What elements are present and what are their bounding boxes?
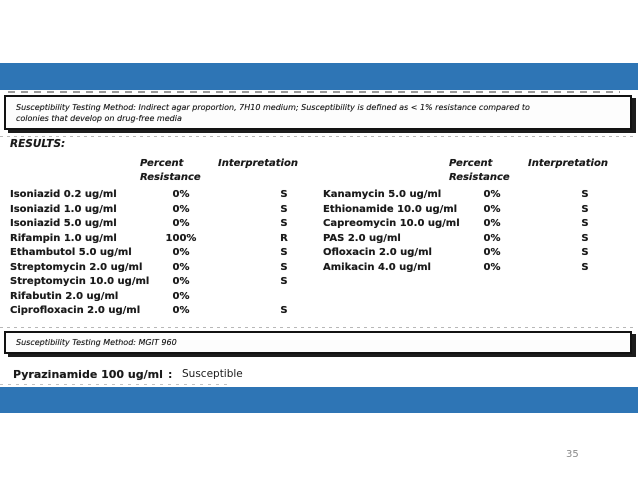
interpretation-value: R <box>280 232 288 244</box>
table-row: Capreomycin 10.0 ug/ml 0% S <box>323 218 615 233</box>
drug-name: Isoniazid 0.2 ug/ml <box>10 189 117 200</box>
drug-name: Ethambutol 5.0 ug/ml <box>10 247 132 258</box>
table-row: Rifabutin 2.0 ug/ml 0% <box>10 291 314 306</box>
table-row: Streptomycin 10.0 ug/ml 0% S <box>10 276 314 291</box>
drug-name: Ciprofloxacin 2.0 ug/ml <box>10 305 141 316</box>
top-accent-bar <box>0 63 638 90</box>
percent-resistance-header: Percent Resistance <box>140 157 201 184</box>
percent-header-line2: Resistance <box>449 171 510 183</box>
interpretation-header: Interpretation <box>528 158 608 169</box>
colon-separator: : <box>168 368 173 381</box>
interpretation-value: S <box>280 261 288 273</box>
scan-artifact-line <box>0 327 636 328</box>
percent-resistance-header: Percent Resistance <box>449 157 510 184</box>
percent-header-line1: Percent <box>140 158 184 169</box>
table-row: Streptomycin 2.0 ug/ml 0% S <box>10 262 314 277</box>
first-line-drugs-table: Isoniazid 0.2 ug/ml 0% S Isoniazid 1.0 u… <box>10 189 314 320</box>
percent-header-line1: Percent <box>449 158 493 169</box>
method-box-agar-line2: colonies that develop on drug-free media <box>16 114 182 123</box>
percent-resistance-value: 0% <box>172 305 190 316</box>
percent-resistance-value: 0% <box>172 261 190 273</box>
table-row: Isoniazid 0.2 ug/ml 0% S <box>10 189 314 204</box>
interpretation-value: S <box>280 276 288 287</box>
percent-resistance-value: 0% <box>172 189 190 200</box>
percent-resistance-value: 0% <box>483 261 501 273</box>
pyrazinamide-label: Pyrazinamide 100 ug/ml <box>13 368 163 381</box>
drug-name: Rifabutin 2.0 ug/ml <box>10 290 119 302</box>
interpretation-value: S <box>581 232 589 244</box>
interpretation-value: S <box>280 203 288 215</box>
drug-name: Ofloxacin 2.0 ug/ml <box>323 247 432 258</box>
results-heading: RESULTS: <box>10 138 66 150</box>
method-box-agar: Susceptibility Testing Method: Indirect … <box>4 95 632 130</box>
interpretation-value: S <box>581 189 589 200</box>
interpretation-value: S <box>280 305 288 316</box>
table-row: Ciprofloxacin 2.0 ug/ml 0% S <box>10 305 314 320</box>
percent-resistance-value: 0% <box>172 276 190 287</box>
scan-artifact-line <box>0 384 230 385</box>
percent-resistance-value: 0% <box>172 203 190 215</box>
drug-name: Amikacin 4.0 ug/ml <box>323 261 431 273</box>
method-box-mgit-text: Susceptibility Testing Method: MGIT 960 <box>16 338 177 347</box>
percent-resistance-value: 0% <box>483 189 501 200</box>
method-box-mgit: Susceptibility Testing Method: MGIT 960 <box>4 331 632 354</box>
table-row: Amikacin 4.0 ug/ml 0% S <box>323 262 615 277</box>
page-number: 35 <box>566 449 579 460</box>
drug-name: Streptomycin 2.0 ug/ml <box>10 261 143 273</box>
table-row: Isoniazid 5.0 ug/ml 0% S <box>10 218 314 233</box>
percent-resistance-value: 0% <box>483 203 501 215</box>
drug-name: Streptomycin 10.0 ug/ml <box>10 276 150 287</box>
percent-resistance-value: 100% <box>165 232 197 244</box>
percent-resistance-value: 0% <box>483 247 501 258</box>
percent-header-line2: Resistance <box>140 171 201 183</box>
drug-name: Capreomycin 10.0 ug/ml <box>323 218 460 229</box>
bottom-accent-bar <box>0 387 638 413</box>
drug-name: PAS 2.0 ug/ml <box>323 232 401 244</box>
table-row: Ofloxacin 2.0 ug/ml 0% S <box>323 247 615 262</box>
table-row: Kanamycin 5.0 ug/ml 0% S <box>323 189 615 204</box>
table-row: PAS 2.0 ug/ml 0% S <box>323 233 615 248</box>
drug-name: Rifampin 1.0 ug/ml <box>10 232 117 244</box>
pyrazinamide-result-line: Pyrazinamide 100 ug/ml : Susceptible <box>0 368 638 384</box>
second-line-drugs-table: Kanamycin 5.0 ug/ml 0% S Ethionamide 10.… <box>323 189 615 276</box>
interpretation-value: S <box>581 261 589 273</box>
interpretation-header: Interpretation <box>218 158 298 169</box>
drug-name: Kanamycin 5.0 ug/ml <box>323 189 442 200</box>
interpretation-value: S <box>581 203 589 215</box>
interpretation-value: S <box>280 189 288 200</box>
scan-artifact-line <box>0 136 636 137</box>
percent-resistance-value: 0% <box>172 290 190 302</box>
interpretation-value: S <box>280 218 288 229</box>
drug-name: Isoniazid 1.0 ug/ml <box>10 203 117 215</box>
drug-name: Isoniazid 5.0 ug/ml <box>10 218 117 229</box>
table-row: Ethionamide 10.0 ug/ml 0% S <box>323 204 615 219</box>
interpretation-value: S <box>581 218 589 229</box>
pyrazinamide-result: Susceptible <box>182 368 243 380</box>
interpretation-value: S <box>280 247 288 258</box>
drug-name: Ethionamide 10.0 ug/ml <box>323 203 458 215</box>
percent-resistance-value: 0% <box>483 218 501 229</box>
table-row: Isoniazid 1.0 ug/ml 0% S <box>10 204 314 219</box>
percent-resistance-value: 0% <box>172 218 190 229</box>
method-box-agar-line1: Susceptibility Testing Method: Indirect … <box>16 103 530 112</box>
interpretation-value: S <box>581 247 589 258</box>
percent-resistance-value: 0% <box>483 232 501 244</box>
percent-resistance-value: 0% <box>172 247 190 258</box>
table-row: Ethambutol 5.0 ug/ml 0% S <box>10 247 314 262</box>
table-row: Rifampin 1.0 ug/ml 100% R <box>10 233 314 248</box>
scan-artifact-line <box>8 91 620 93</box>
